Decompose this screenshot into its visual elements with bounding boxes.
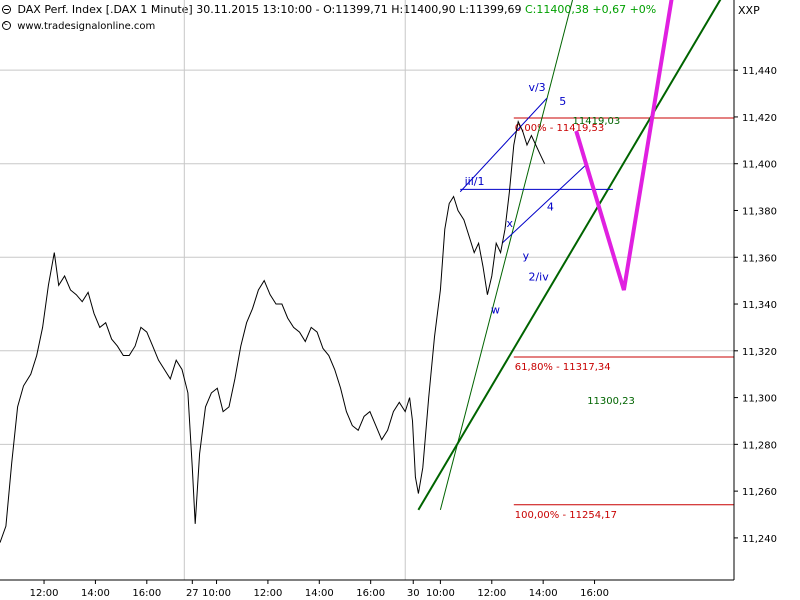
wave-label: 2/iv: [528, 271, 549, 284]
x-tick-label: 16:00: [580, 588, 609, 599]
y-tick-label: 11,420: [742, 113, 777, 124]
chart-header: DAX Perf. Index [.DAX 1 Minute] 30.11.20…: [2, 3, 656, 16]
wave-label: w: [491, 303, 500, 316]
source-credit: www.tradesignalonline.com: [2, 19, 156, 32]
instrument-code: XXP: [738, 4, 760, 17]
grid-lines: [0, 0, 734, 580]
fib-level-label: 0,00% - 11419,53: [515, 123, 604, 134]
close-change-readout: C:11400,38 +0,67 +0%: [525, 3, 657, 16]
steep-trendline: [439, 0, 574, 510]
channel-lower: [501, 163, 588, 244]
copyright-icon: [2, 19, 11, 30]
price-line: [0, 119, 546, 543]
x-tick-label: 10:00: [202, 588, 231, 599]
wave-label: iii/1: [465, 175, 485, 188]
forecast-path: [574, 0, 674, 291]
x-tick-label: 16:00: [356, 588, 385, 599]
wave-label: x: [506, 217, 513, 230]
y-tick-label: 11,340: [742, 300, 777, 311]
x-tick-label: 10:00: [426, 588, 455, 599]
trendline-label: 11300,23: [587, 396, 635, 407]
drawing-layer: 0,00% - 11419,53 61,80% - 11317,34 100,00%…: [417, 0, 734, 521]
y-tick-label: 11,240: [742, 534, 777, 545]
wave-labels: v/3 5 iii/1 4 x y 2/iv w 11419,03: [465, 81, 621, 316]
price-series: [0, 119, 546, 543]
trendline: [417, 0, 722, 511]
y-tick-label: 11,400: [742, 160, 777, 171]
x-tick-label: 27: [186, 588, 199, 599]
x-tick-label: 14:00: [81, 588, 110, 599]
fib-level-label: 100,00% - 11254,17: [515, 510, 617, 521]
x-tick-label: 14:00: [305, 588, 334, 599]
ohlc-readout: O:11399,71 H:11400,90 L:11399,69: [323, 3, 522, 16]
x-tick-label: 12:00: [30, 588, 59, 599]
x-tick-label: 14:00: [529, 588, 558, 599]
collapse-icon[interactable]: [2, 5, 11, 14]
y-tick-label: 11,380: [742, 206, 777, 217]
x-tick-label: 16:00: [132, 588, 161, 599]
y-tick-label: 11,320: [742, 347, 777, 358]
channel-upper: [459, 97, 548, 193]
wave-label: 5: [559, 95, 566, 108]
instrument-name: DAX Perf. Index [.DAX: [17, 3, 137, 16]
y-tick-label: 11,260: [742, 487, 777, 498]
wave-label: 11419,03: [573, 116, 621, 127]
wave-label: y: [523, 250, 530, 263]
annotation-layer: [574, 0, 674, 291]
bar-datetime: 30.11.2015 13:10:00: [196, 3, 313, 16]
source-url: www.tradesignalonline.com: [17, 21, 156, 32]
x-tick-label: 30: [407, 588, 420, 599]
axes: 11,240 11,260 11,280 11,300 11,320 11,340 11,3…: [0, 0, 777, 599]
x-tick-label: 12:00: [253, 588, 282, 599]
wave-label: 4: [547, 200, 554, 213]
y-tick-label: 11,360: [742, 253, 777, 264]
fib-level-label: 61,80% - 11317,34: [515, 362, 611, 373]
x-tick-label: 12:00: [477, 588, 506, 599]
y-tick-label: 11,300: [742, 394, 777, 405]
wave-label: v/3: [528, 81, 545, 94]
y-tick-label: 11,440: [742, 66, 777, 77]
y-tick-label: 11,280: [742, 440, 777, 451]
interval-label: 1 Minute]: [140, 3, 193, 16]
